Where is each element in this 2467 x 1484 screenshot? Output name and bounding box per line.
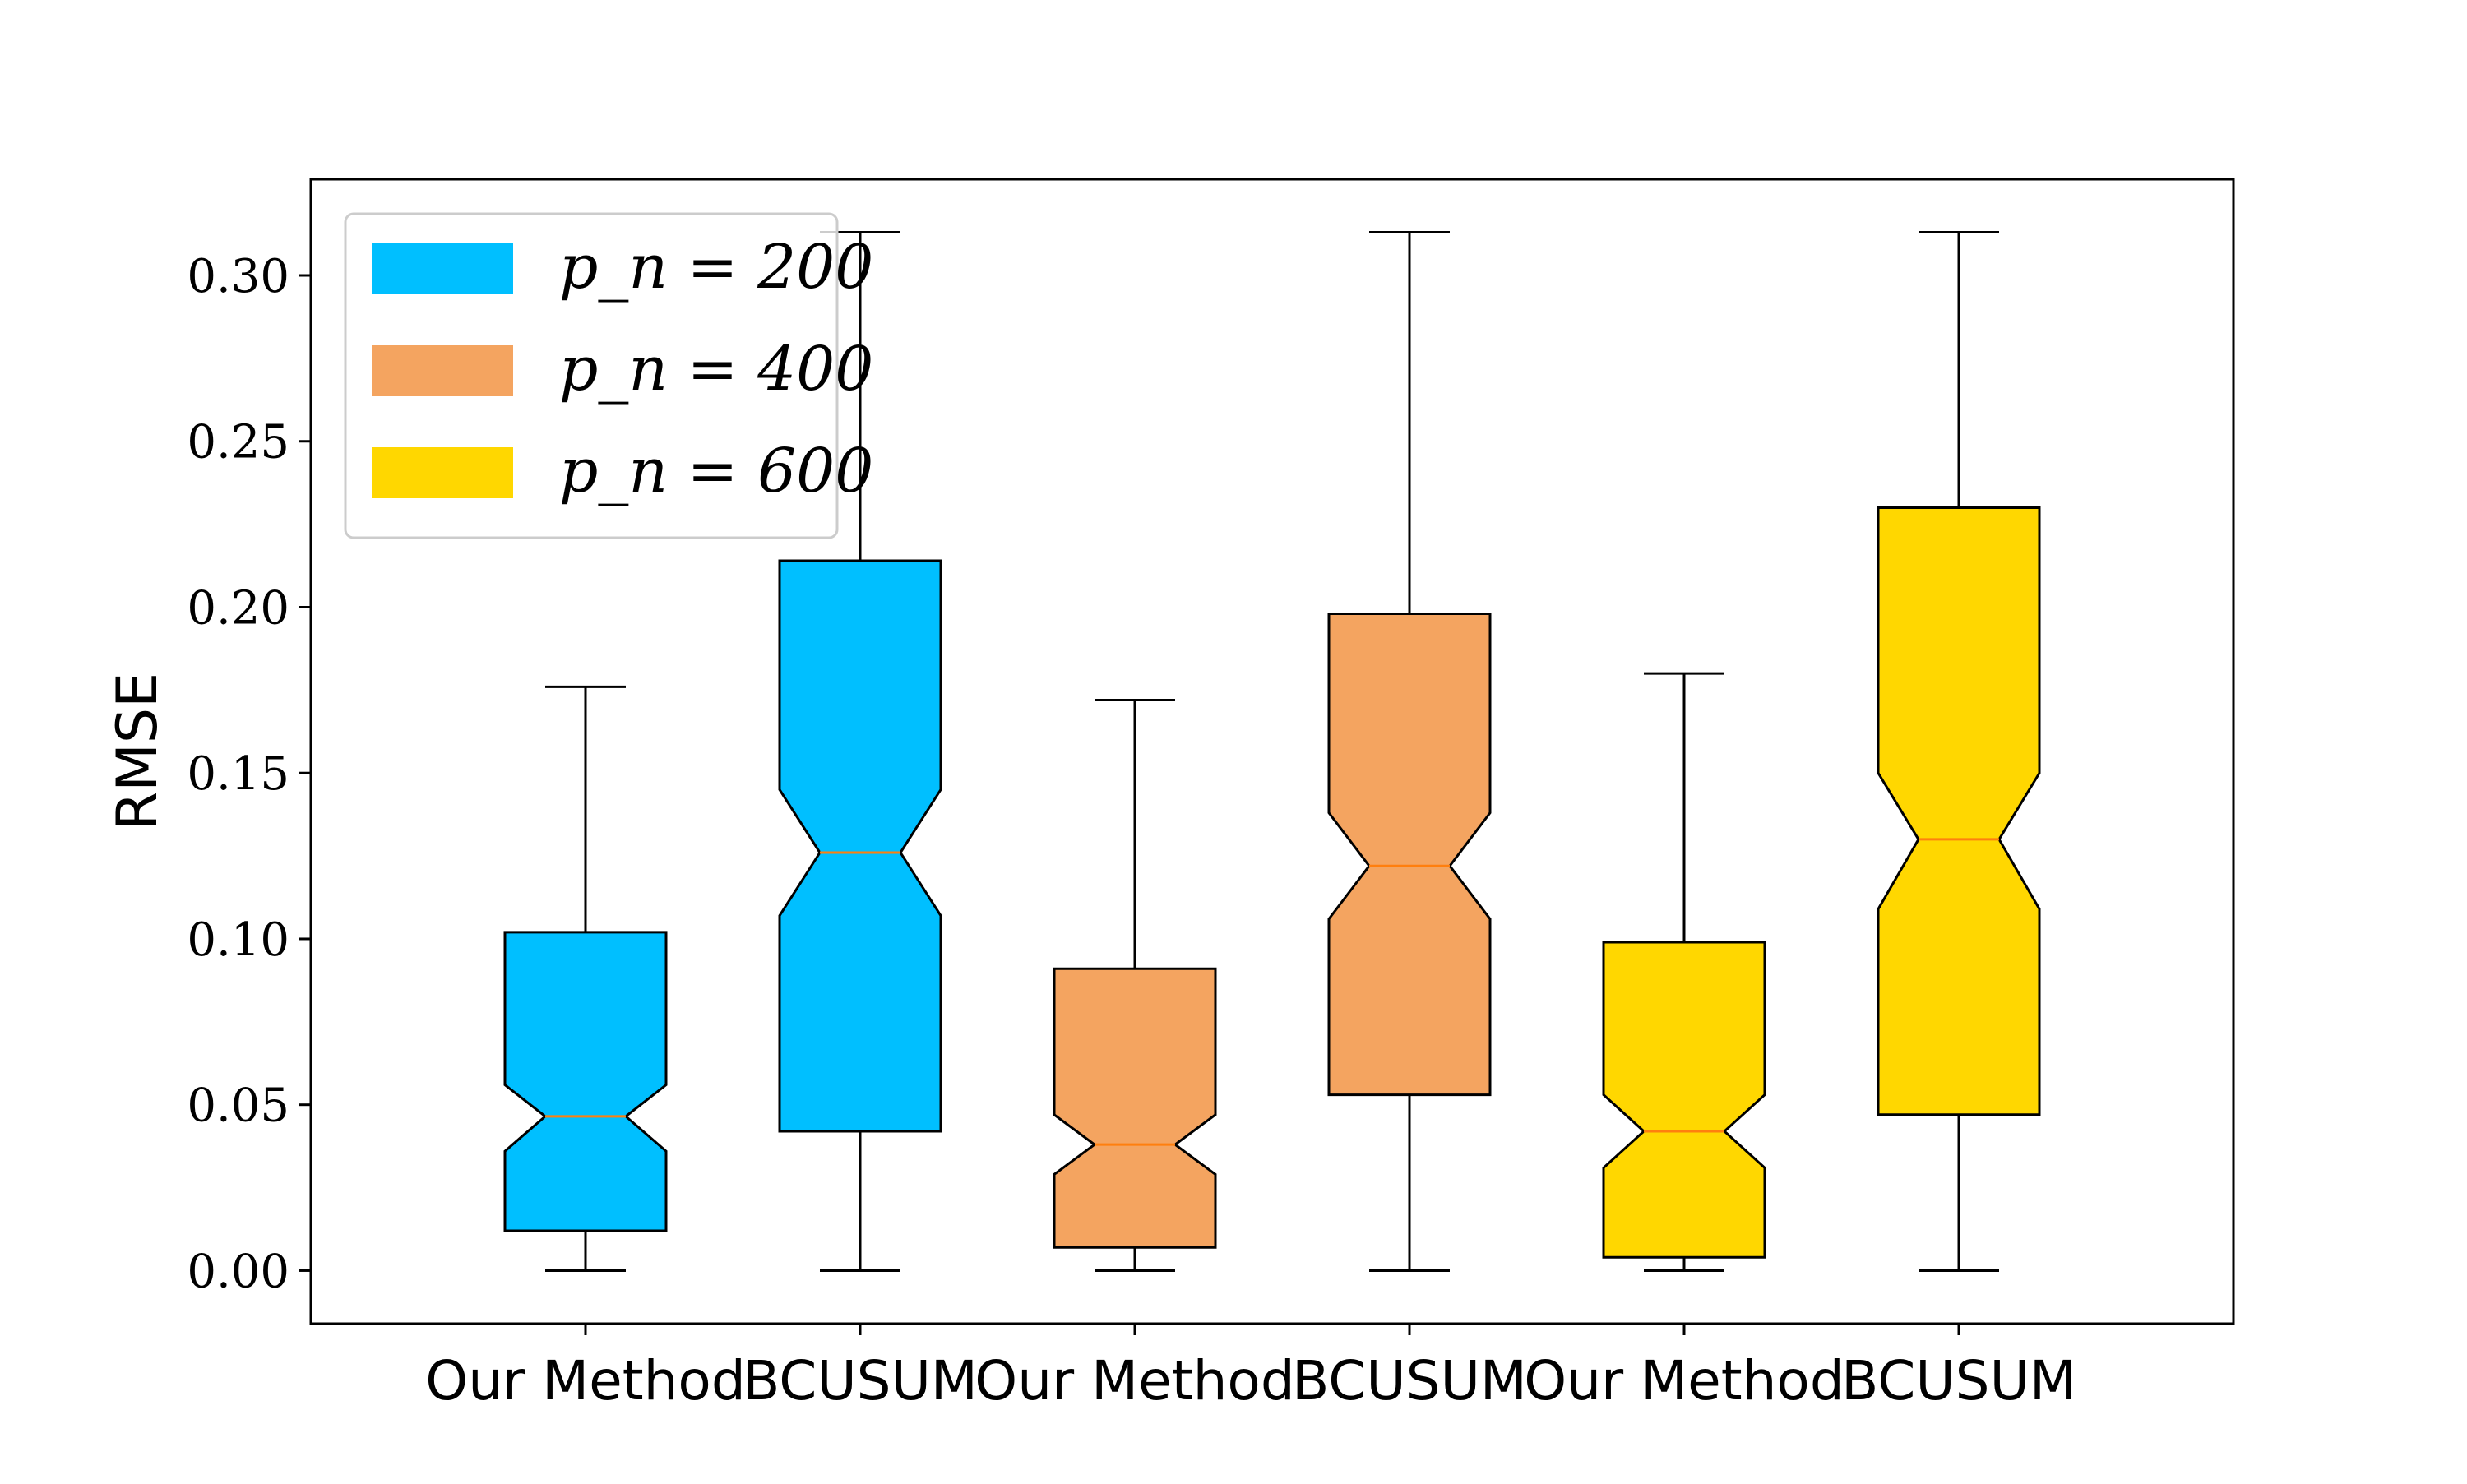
x-tick-label: BCUSUM [1841,1349,2076,1412]
y-tick-label: 0.15 [187,747,289,801]
box-body [778,559,942,1133]
x-tick-label: Our Method [1524,1349,1844,1412]
box-body [1053,967,1217,1249]
boxes-layer [503,231,2041,1272]
box-5 [1602,672,1766,1272]
y-axis-label: RMSE [105,673,170,830]
legend-swatch [372,447,513,498]
box-4 [1327,231,1492,1272]
x-tick-label: Our Method [425,1349,745,1412]
legend-label: p_n = 400 [559,334,873,405]
plot-frame-layer [309,178,2235,1325]
box-1 [503,685,668,1272]
y-tick-label: 0.30 [187,250,289,303]
x-tick-label: BCUSUM [743,1349,978,1412]
x-tick-label: BCUSUM [1292,1349,1527,1412]
x-tick-label: Our Method [974,1349,1294,1412]
plot-frame [309,178,2235,1325]
legend-label: p_n = 600 [559,436,873,506]
legend-swatch [372,345,513,396]
y-tick-label: 0.25 [187,416,289,469]
legend-swatch [372,243,513,294]
legend-label: p_n = 200 [559,232,873,303]
box-3 [1053,698,1217,1272]
box-body [503,931,668,1232]
y-tick-label: 0.20 [187,581,289,635]
legend: p_n = 200 p_n = 400 p_n = 600 [344,212,873,539]
box-2 [778,231,942,1272]
box-body [1327,613,1492,1097]
y-axis: 0.00 0.05 0.10 0.15 0.20 0.25 0.30 [187,250,311,1298]
y-tick-label: 0.05 [187,1079,289,1133]
y-tick-label: 0.10 [187,913,289,967]
box-6 [1877,231,2041,1272]
box-body [1602,941,1766,1259]
box-body [1877,506,2041,1116]
y-tick-label: 0.00 [187,1245,289,1298]
